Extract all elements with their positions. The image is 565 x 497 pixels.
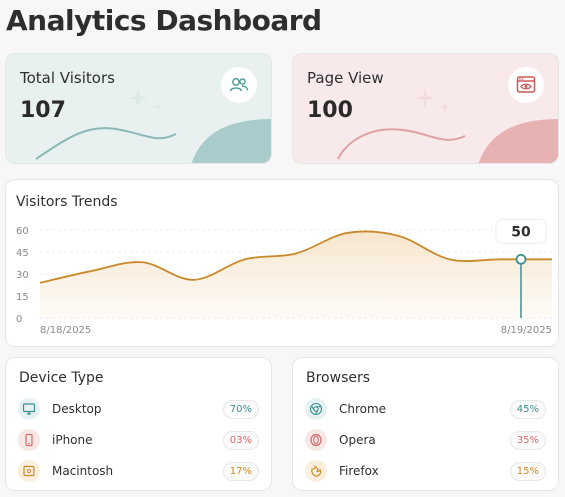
y-tick-label: 30 xyxy=(16,270,29,281)
browsers-title: Browsers xyxy=(306,370,371,386)
device-row-macintosh[interactable]: Macintosh 17% xyxy=(18,459,259,483)
device-percent-badge: 03% xyxy=(222,430,259,450)
page-title: Analytics Dashboard xyxy=(6,4,322,37)
y-tick-label: 0 xyxy=(16,314,22,325)
firefox-icon xyxy=(305,460,327,482)
browser-label: Opera xyxy=(339,433,376,447)
browser-row-firefox[interactable]: Firefox 15% xyxy=(305,459,546,483)
page-view-card[interactable]: Page View 100 xyxy=(292,53,559,164)
browser-row-chrome[interactable]: Chrome 45% xyxy=(305,397,546,421)
users-icon xyxy=(221,67,257,103)
phone-icon xyxy=(18,429,40,451)
monitor-icon xyxy=(18,398,40,420)
browser-label: Chrome xyxy=(339,402,387,416)
browser-eye-icon xyxy=(508,67,544,103)
stat-value: 100 xyxy=(307,98,353,123)
opera-icon xyxy=(305,429,327,451)
visitors-trend-card: Visitors Trends 0 15 30 45 60 8/18/2025 8/19/2… xyxy=(5,179,559,347)
stat-label: Total Visitors xyxy=(20,69,115,87)
chrome-icon xyxy=(305,398,327,420)
tooltip-value: 50 xyxy=(511,224,531,240)
browser-percent-badge: 35% xyxy=(509,430,546,450)
browser-row-opera[interactable]: Opera 35% xyxy=(305,428,546,452)
trend-area xyxy=(40,231,552,318)
device-label: Desktop xyxy=(52,402,102,416)
device-row-desktop[interactable]: Desktop 70% xyxy=(18,397,259,421)
trend-chart: 0 15 30 45 60 8/18/2025 8/19/2025 50 xyxy=(16,218,552,336)
total-visitors-card[interactable]: Total Visitors 107 xyxy=(5,53,272,164)
device-type-card: Device Type Desktop 70% iPhone 03% xyxy=(5,357,272,491)
device-label: iPhone xyxy=(52,433,93,447)
card-decoration xyxy=(337,88,558,163)
device-percent-badge: 17% xyxy=(222,461,259,481)
y-tick-label: 45 xyxy=(16,248,29,259)
browser-label: Firefox xyxy=(339,464,379,478)
browser-percent-badge: 45% xyxy=(509,399,546,419)
stat-value: 107 xyxy=(20,98,66,123)
device-percent-badge: 70% xyxy=(222,399,259,419)
browser-percent-badge: 15% xyxy=(509,461,546,481)
mac-icon xyxy=(18,460,40,482)
device-type-title: Device Type xyxy=(19,370,104,386)
trend-title: Visitors Trends xyxy=(16,194,118,210)
x-tick-label: 8/19/2025 xyxy=(501,325,552,336)
card-decoration xyxy=(35,88,271,163)
x-tick-label: 8/18/2025 xyxy=(40,325,91,336)
tooltip-box xyxy=(495,218,547,244)
y-tick-label: 60 xyxy=(16,226,29,237)
device-label: Macintosh xyxy=(52,464,114,478)
stat-label: Page View xyxy=(307,69,384,87)
device-row-iphone[interactable]: iPhone 03% xyxy=(18,428,259,452)
trend-line xyxy=(39,230,552,284)
browsers-card: Browsers Chrome 45% Opera 35% xyxy=(292,357,559,491)
highlight-point xyxy=(515,253,527,265)
y-tick-label: 15 xyxy=(16,292,29,303)
